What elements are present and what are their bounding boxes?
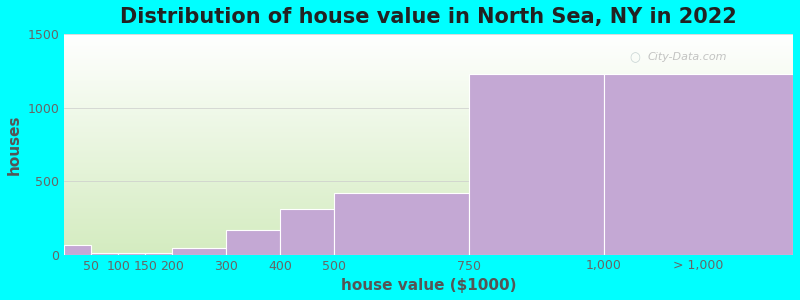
Bar	[146, 253, 172, 255]
Bar	[91, 253, 118, 255]
Bar	[118, 254, 146, 255]
Bar	[469, 74, 604, 255]
Text: City-Data.com: City-Data.com	[647, 52, 726, 62]
Text: ○: ○	[629, 52, 640, 65]
Bar	[334, 193, 469, 255]
Y-axis label: houses: houses	[7, 114, 22, 175]
X-axis label: house value ($1000): house value ($1000)	[341, 278, 516, 293]
Title: Distribution of house value in North Sea, NY in 2022: Distribution of house value in North Sea…	[120, 7, 737, 27]
Bar	[280, 209, 334, 255]
Bar	[226, 230, 280, 255]
Bar	[604, 74, 793, 255]
Bar	[64, 245, 91, 255]
Bar	[172, 248, 226, 255]
